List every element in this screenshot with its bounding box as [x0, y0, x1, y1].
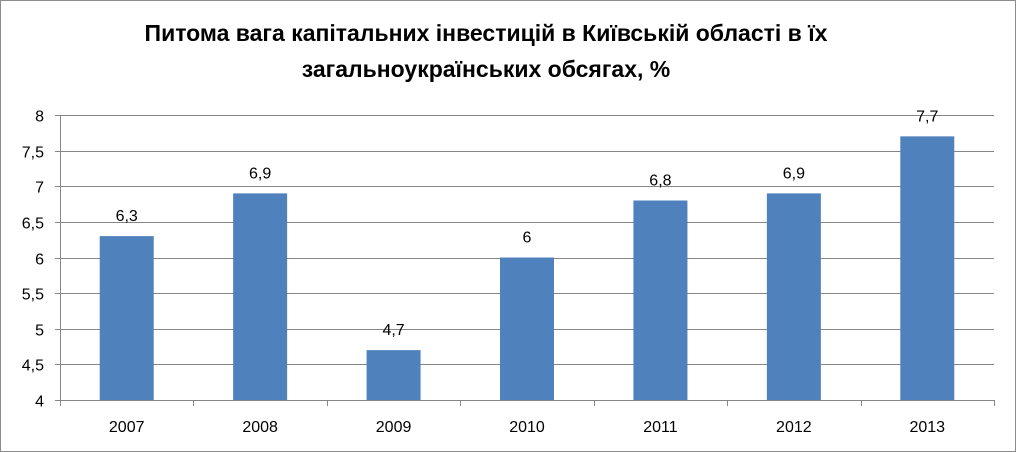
y-tick-label: 8	[35, 109, 44, 126]
bar	[366, 350, 421, 400]
y-tick-label: 4	[35, 394, 44, 411]
y-tick-label: 7	[35, 180, 44, 197]
bar	[99, 236, 154, 400]
data-label: 7,7	[916, 108, 938, 125]
chart-title-line-2: загальноукраїнських обсягах, %	[301, 56, 671, 82]
bar	[900, 136, 955, 400]
data-label: 6,9	[783, 165, 805, 182]
y-tick-label: 5,5	[22, 287, 44, 304]
y-tick-label: 5	[35, 323, 44, 340]
bar	[633, 200, 688, 400]
bar	[766, 193, 821, 400]
y-tick-label: 7,5	[22, 145, 44, 162]
data-label: 4,7	[382, 322, 404, 339]
x-tick-label: 2013	[909, 419, 945, 436]
x-tick-label: 2008	[242, 419, 278, 436]
chart-title: Питома вага капітальних інвестицій в Киї…	[1, 15, 971, 87]
x-tick-label: 2012	[776, 419, 812, 436]
x-tick-label: 2010	[509, 419, 545, 436]
data-label: 6	[523, 230, 532, 247]
data-label: 6,8	[649, 173, 671, 190]
bar	[500, 257, 554, 400]
x-tick-label: 2009	[376, 419, 412, 436]
y-tick-label: 4,5	[22, 358, 44, 375]
x-tick-label: 2011	[643, 419, 678, 436]
bar	[233, 193, 288, 400]
y-tick-label: 6,5	[22, 216, 44, 233]
x-tick-label: 2007	[109, 419, 145, 436]
data-label: 6,3	[116, 208, 138, 225]
data-label: 6,9	[249, 165, 271, 182]
y-tick-label: 6	[35, 252, 44, 269]
chart-title-line-1: Питома вага капітальних інвестицій в Киї…	[144, 20, 828, 46]
